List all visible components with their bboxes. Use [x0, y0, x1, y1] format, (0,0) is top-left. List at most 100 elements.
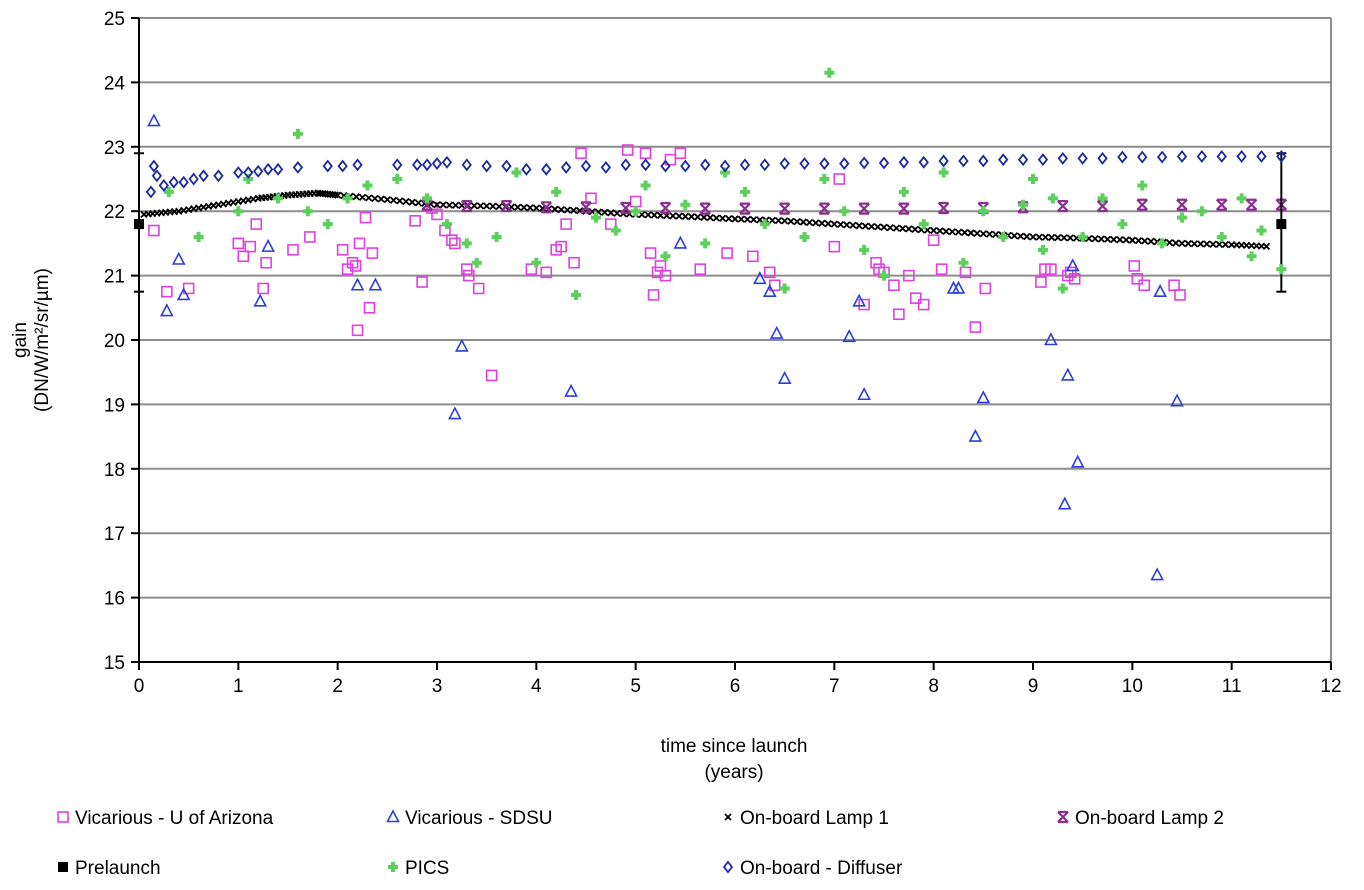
- marker-shape: [948, 228, 956, 236]
- marker-shape: [1137, 180, 1148, 191]
- marker-shape: [1128, 236, 1136, 244]
- marker-shape: [673, 235, 688, 249]
- data-point: [958, 257, 969, 268]
- marker-shape: [336, 244, 349, 256]
- data-point: [483, 202, 491, 210]
- data-point: [819, 174, 830, 184]
- y-tick-label: 20: [104, 331, 125, 352]
- data-point: [371, 194, 379, 203]
- marker-shape: [292, 128, 303, 139]
- data-point: [654, 260, 667, 272]
- x-tick-label: 5: [630, 676, 641, 697]
- marker-shape: [664, 153, 677, 166]
- marker-shape: [261, 238, 275, 252]
- data-point: [858, 202, 870, 215]
- marker-shape: [1176, 150, 1188, 163]
- marker-shape: [446, 234, 458, 246]
- data-point: [629, 195, 642, 208]
- marker-shape: [168, 175, 179, 189]
- legend-marker-svg: [58, 862, 68, 872]
- data-point: [762, 283, 777, 298]
- data-point: [1137, 180, 1148, 191]
- data-point: [1041, 233, 1050, 241]
- marker-shape: [1203, 240, 1211, 248]
- data-point: [409, 215, 421, 227]
- x-tick-label: 10: [1122, 676, 1143, 697]
- data-point: [352, 158, 363, 172]
- data-point: [1064, 266, 1077, 279]
- marker-shape: [563, 206, 572, 214]
- marker-shape: [1221, 240, 1230, 249]
- data-point: [687, 213, 696, 221]
- data-point: [1256, 150, 1267, 163]
- data-point: [843, 221, 851, 229]
- marker-shape: [377, 195, 385, 203]
- legend-label-arizona: Vicarious - U of Arizona: [75, 808, 274, 829]
- data-point: [481, 159, 492, 173]
- marker-shape: [188, 172, 199, 186]
- data-point: [237, 250, 250, 263]
- data-point: [1070, 454, 1085, 468]
- marker-shape: [292, 160, 304, 174]
- data-point: [1096, 199, 1109, 213]
- marker-shape: [540, 266, 553, 279]
- data-point: [471, 257, 482, 268]
- data-point: [292, 160, 304, 174]
- marker-shape: [613, 209, 621, 217]
- legend-item-sdsu: Vicarious - SDSU: [385, 808, 552, 830]
- data-point: [1057, 199, 1069, 213]
- marker-shape: [619, 201, 632, 215]
- data-point: [233, 166, 244, 180]
- marker-shape: [575, 147, 587, 160]
- marker-shape: [1097, 193, 1108, 204]
- data-point: [778, 202, 791, 215]
- marker-shape: [650, 211, 658, 219]
- marker-shape: [888, 279, 900, 292]
- data-point: [1047, 233, 1056, 242]
- legend-marker-svg: [57, 811, 69, 823]
- marker-shape: [521, 162, 532, 176]
- data-point: [1110, 235, 1118, 244]
- data-point: [441, 155, 453, 169]
- marker-shape: [571, 289, 582, 300]
- data-point: [560, 160, 572, 174]
- y-tick-label: 22: [104, 202, 125, 223]
- data-point: [620, 158, 631, 172]
- marker-shape: [476, 202, 485, 210]
- data-point: [651, 266, 664, 279]
- marker-shape: [421, 198, 433, 211]
- y-tick-label: 15: [104, 653, 125, 674]
- marker-shape: [483, 202, 491, 210]
- marker-shape: [787, 217, 795, 225]
- data-point: [824, 67, 835, 78]
- marker-shape: [416, 276, 428, 288]
- marker-shape: [680, 199, 691, 210]
- marker-shape: [520, 203, 528, 212]
- marker-shape: [647, 289, 660, 301]
- marker-shape: [590, 212, 601, 223]
- legend-label-lamp1: On-board Lamp 1: [740, 808, 889, 829]
- data-point: [460, 263, 473, 275]
- marker-shape: [1236, 150, 1247, 163]
- data-point: [1028, 174, 1038, 184]
- marker-shape: [768, 216, 776, 225]
- data-point: [213, 169, 224, 183]
- data-point: [839, 206, 850, 217]
- y-tick-label: 18: [104, 460, 125, 481]
- marker-shape: [1276, 150, 1287, 163]
- marker-shape: [1041, 233, 1050, 241]
- marker-shape: [812, 219, 820, 227]
- data-point: [779, 283, 790, 294]
- data-point: [793, 218, 801, 226]
- marker-shape: [350, 277, 365, 291]
- data-point: [647, 289, 660, 301]
- data-point: [414, 199, 423, 207]
- data-point: [349, 260, 362, 272]
- marker-shape: [257, 282, 269, 295]
- marker-shape: [1157, 238, 1168, 249]
- marker-shape: [1065, 258, 1080, 272]
- data-point: [253, 293, 268, 307]
- marker-shape: [198, 169, 209, 183]
- marker-shape: [1177, 212, 1187, 223]
- marker-shape: [938, 154, 949, 168]
